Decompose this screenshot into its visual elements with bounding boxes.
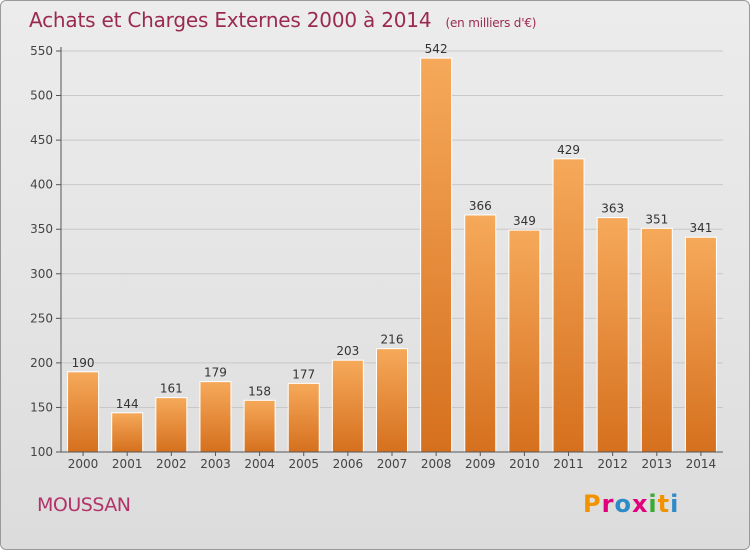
x-tick-label-2006: 2006 (333, 457, 364, 471)
bar-2011[interactable] (552, 158, 585, 453)
y-tick-label-450: 450 (30, 133, 53, 147)
y-tick-label-500: 500 (30, 89, 53, 103)
bar-2002[interactable] (155, 397, 188, 453)
bar-2006[interactable] (331, 359, 364, 453)
x-tick-label-2010: 2010 (509, 457, 540, 471)
x-tick-label-2002: 2002 (156, 457, 187, 471)
y-tick-label-100: 100 (30, 445, 53, 459)
x-tick-label-2001: 2001 (112, 457, 143, 471)
bar-2004[interactable] (243, 399, 276, 453)
bar-2013[interactable] (640, 227, 673, 453)
x-tick-label-2000: 2000 (68, 457, 99, 471)
y-tick-label-300: 300 (30, 267, 53, 281)
x-tick-label-2003: 2003 (200, 457, 231, 471)
y-tick-label-150: 150 (30, 400, 53, 414)
chart-title: Achats et Charges Externes 2000 à 2014 (… (29, 8, 536, 32)
y-tick-label-400: 400 (30, 178, 53, 192)
y-tick-label-200: 200 (30, 356, 53, 370)
bar-2009[interactable] (464, 214, 497, 453)
y-tick-label-250: 250 (30, 311, 53, 325)
data-label-2013: 351 (645, 212, 668, 226)
bar-2010[interactable] (508, 229, 541, 453)
bar-2003[interactable] (199, 381, 232, 453)
chart-title-text: Achats et Charges Externes 2000 à 2014 (29, 8, 432, 32)
data-label-2004: 158 (248, 384, 271, 398)
bar-2008[interactable] (420, 57, 453, 453)
data-label-2006: 203 (336, 344, 359, 358)
data-label-2005: 177 (292, 367, 315, 381)
bar-2007[interactable] (376, 348, 408, 453)
chart-unit: (en milliers d'€) (445, 16, 537, 30)
bar-2012[interactable] (596, 217, 629, 453)
x-tick-label-2007: 2007 (377, 457, 408, 471)
data-label-2001: 144 (116, 397, 139, 411)
y-tick-label-550: 550 (30, 44, 53, 58)
x-tick-label-2008: 2008 (421, 457, 452, 471)
data-label-2011: 429 (557, 143, 580, 157)
data-label-2014: 341 (689, 221, 712, 235)
x-tick-label-2012: 2012 (597, 457, 628, 471)
x-tick-label-2011: 2011 (553, 457, 584, 471)
bar-2005[interactable] (287, 382, 320, 453)
data-label-2010: 349 (513, 214, 536, 228)
x-tick-label-2004: 2004 (244, 457, 275, 471)
place-name: MOUSSAN (37, 494, 131, 516)
x-tick-label-2005: 2005 (288, 457, 319, 471)
data-label-2002: 161 (160, 382, 183, 396)
data-label-2000: 190 (72, 356, 95, 370)
x-tick-label-2014: 2014 (686, 457, 717, 471)
data-label-2009: 366 (469, 199, 492, 213)
data-label-2007: 216 (381, 333, 404, 347)
proxiti-logo[interactable]: Proxiti (583, 490, 680, 518)
y-tick-label-350: 350 (30, 222, 53, 236)
x-tick-label-2009: 2009 (465, 457, 496, 471)
bar-2001[interactable] (111, 412, 144, 453)
x-tick-label-2013: 2013 (642, 457, 673, 471)
bar-2000[interactable] (67, 371, 100, 453)
data-label-2003: 179 (204, 366, 227, 380)
data-label-2012: 363 (601, 202, 624, 216)
data-label-2008: 542 (425, 42, 448, 56)
bar-2014[interactable] (684, 236, 717, 453)
